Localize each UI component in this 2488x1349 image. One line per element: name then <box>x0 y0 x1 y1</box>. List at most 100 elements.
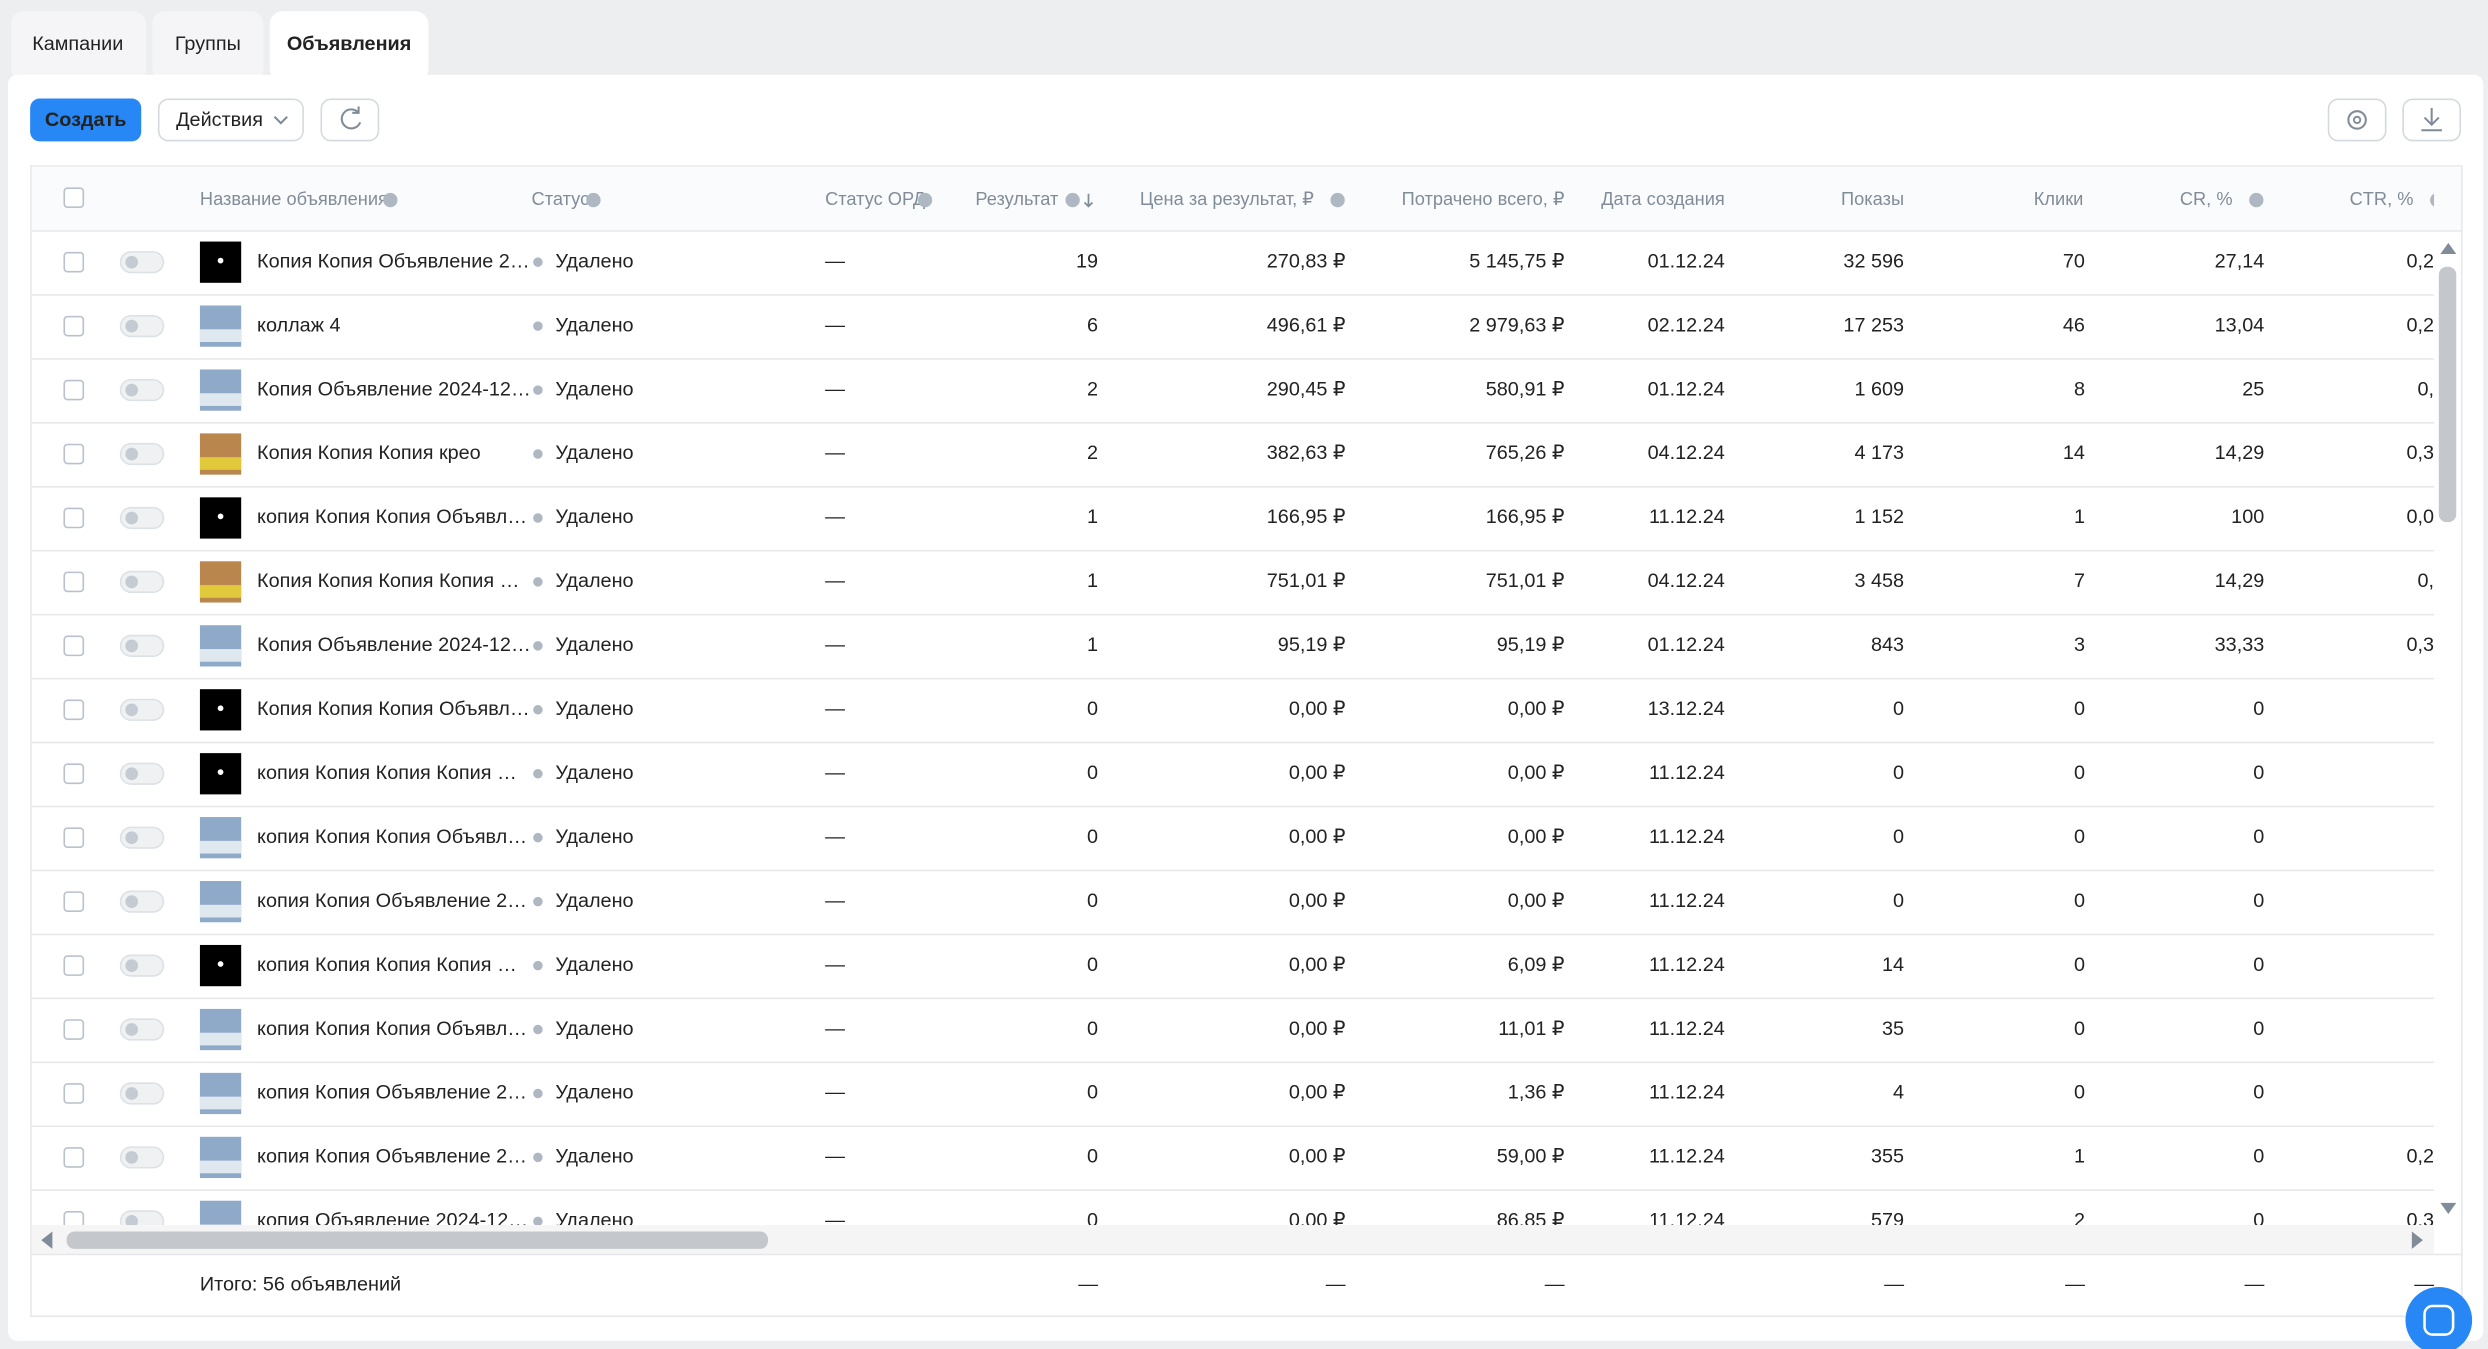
checkbox[interactable] <box>63 635 85 657</box>
ord-status: — <box>825 954 845 976</box>
cell-date: 11.12.24 <box>1649 1018 1725 1040</box>
checkbox[interactable] <box>63 251 85 273</box>
checkbox[interactable] <box>63 571 85 593</box>
thumbnail-dot <box>217 769 224 776</box>
table-body: Копия Копия Объявление 2… Удалено —19 270,8… <box>31 241 2435 1232</box>
ad-name[interactable]: Копия Копия Копия Объявл… <box>257 698 530 720</box>
checkbox[interactable] <box>63 315 85 337</box>
column-header[interactable]: Статус <box>532 188 590 209</box>
status-dot <box>533 832 543 843</box>
checkbox[interactable] <box>63 1019 85 1040</box>
ad-name[interactable]: копия Копия Копия Копия … <box>257 762 517 784</box>
ord-status: — <box>825 890 845 912</box>
ord-status: — <box>825 762 845 784</box>
cell-price: 166,95 ₽ <box>1267 506 1346 528</box>
checkbox[interactable] <box>63 891 85 912</box>
checkbox[interactable] <box>63 1211 85 1231</box>
checkbox[interactable] <box>63 507 85 529</box>
v-scroll-thumb[interactable] <box>2438 266 2457 523</box>
column-header[interactable]: Показы <box>1841 188 1904 209</box>
help-icon <box>1065 192 1080 208</box>
toggle-knob <box>125 703 139 717</box>
cell-price: 0,00 ₽ <box>1289 890 1346 912</box>
tab-bg[interactable] <box>152 11 264 82</box>
ad-name[interactable]: копия Копия Копия Копия … <box>257 954 517 976</box>
table-header-bg <box>31 166 2462 231</box>
create-label[interactable]: Создать <box>45 109 127 131</box>
column-header[interactable]: Название объявления <box>200 188 388 209</box>
toggle-knob <box>125 255 139 269</box>
tab-active[interactable]: Объявления <box>287 33 411 55</box>
checkbox[interactable] <box>63 763 85 785</box>
cell-clicks: 2 <box>2074 1210 2085 1232</box>
cell-cr: 0 <box>2253 1146 2264 1168</box>
cell-ctr: 0,3 <box>2406 442 2434 464</box>
cell-clicks: 0 <box>2074 762 2085 784</box>
toggle-knob <box>125 959 139 972</box>
footer-result: — <box>1078 1274 1098 1296</box>
column-header[interactable]: CR, % <box>2180 188 2233 209</box>
column-header[interactable]: Клики <box>2034 188 2084 209</box>
tab[interactable]: Группы <box>175 33 241 55</box>
checkbox[interactable] <box>63 187 85 208</box>
ad-name[interactable]: копия Копия Объявление 2… <box>257 1146 527 1168</box>
cell-clicks: 0 <box>2074 954 2085 976</box>
checkbox[interactable] <box>63 1083 85 1104</box>
ad-name[interactable]: копия Копия Копия Объявл… <box>257 826 527 848</box>
checkbox[interactable] <box>63 443 85 465</box>
footer-shows: — <box>1884 1274 1904 1296</box>
column-header[interactable]: Результат <box>975 188 1059 209</box>
thumbnail-detail <box>199 1032 242 1046</box>
cell-clicks: 1 <box>2074 1146 2085 1168</box>
cell-clicks: 0 <box>2074 890 2085 912</box>
column-header[interactable]: Цена за результат, ₽ <box>1140 188 1314 209</box>
ad-name[interactable]: копия Копия Объявление 2… <box>257 1082 527 1104</box>
status: Удалено <box>555 826 633 848</box>
column-header[interactable]: Статус ОРД <box>825 188 926 209</box>
create-button[interactable] <box>30 98 142 142</box>
actions-label[interactable]: Действия <box>176 109 263 131</box>
h-scroll-thumb[interactable] <box>66 1231 768 1249</box>
ad-name[interactable]: копия Копия Копия Объявл… <box>257 1018 527 1040</box>
checkbox[interactable] <box>63 379 85 401</box>
cell-shows: 1 152 <box>1854 506 1904 528</box>
checkbox[interactable] <box>63 1147 85 1168</box>
cell-cr: 33,33 <box>2215 634 2265 656</box>
column-header[interactable]: Потрачено всего, ₽ <box>1402 188 1565 209</box>
thumbnail-dot <box>217 961 224 967</box>
cell-price: 0,00 ₽ <box>1289 1146 1346 1168</box>
tab-bg[interactable] <box>11 11 146 82</box>
cell-result: 0 <box>1087 1210 1098 1232</box>
cell-cr: 0 <box>2253 762 2264 784</box>
ad-name[interactable]: Копия Копия Объявление 2… <box>257 250 530 272</box>
ad-name[interactable]: коллаж 4 <box>257 314 340 336</box>
cell-ctr: 0,0 <box>2406 506 2434 528</box>
refresh-button[interactable] <box>320 98 380 142</box>
actions-button[interactable] <box>157 98 304 142</box>
checkbox[interactable] <box>63 827 85 849</box>
ad-name[interactable]: Копия Копия Копия крео <box>257 442 481 464</box>
help-icon <box>2430 193 2435 207</box>
ad-name[interactable]: копия Копия Копия Объявл… <box>257 506 527 528</box>
toggle-knob <box>125 1087 139 1100</box>
cell-price: 751,01 ₽ <box>1267 570 1346 592</box>
vk-button[interactable] <box>2405 1286 2473 1349</box>
tab-active-bg[interactable] <box>269 11 429 82</box>
cell-spent: 0,00 ₽ <box>1508 698 1565 720</box>
settings-button[interactable] <box>2327 98 2387 142</box>
checkbox[interactable] <box>63 955 85 976</box>
status: Удалено <box>555 442 633 464</box>
cell-spent: 6,09 ₽ <box>1508 954 1565 976</box>
ad-name[interactable]: копия Объявление 2024-12… <box>257 1210 528 1232</box>
tab[interactable]: Кампании <box>32 33 123 55</box>
ad-name[interactable]: Копия Объявление 2024-12… <box>257 378 531 400</box>
ad-name[interactable]: копия Копия Объявление 2… <box>257 890 527 912</box>
ad-name[interactable]: Копия Копия Копия Копия … <box>257 570 519 592</box>
ord-status: — <box>825 442 845 464</box>
download-icon <box>2421 108 2442 132</box>
column-header[interactable]: Дата создания <box>1601 188 1725 209</box>
ad-name[interactable]: Копия Объявление 2024-12… <box>257 634 531 656</box>
checkbox[interactable] <box>63 699 85 721</box>
column-header[interactable]: CTR, % <box>2350 188 2414 209</box>
toggle-knob <box>125 511 139 525</box>
